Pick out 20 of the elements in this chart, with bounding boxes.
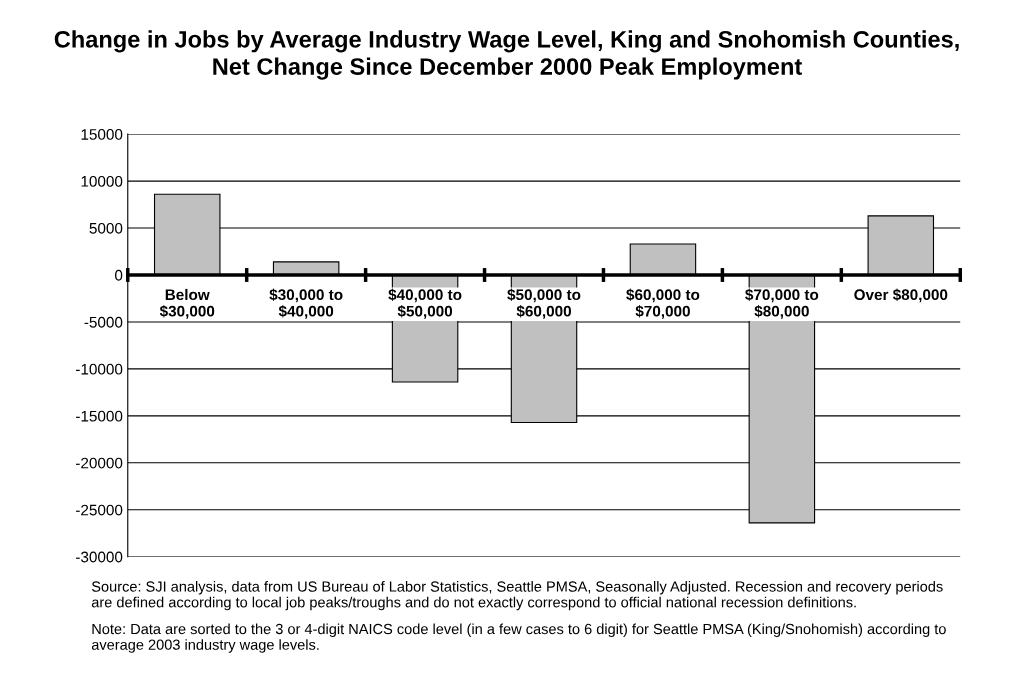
y-tick-label: 10000 xyxy=(81,175,123,187)
x-tick-label: $40,000 to $50,000 xyxy=(388,288,462,319)
y-tick-label: -15000 xyxy=(76,410,123,422)
y-tick-label: -5000 xyxy=(84,316,123,328)
y-tick-label: -10000 xyxy=(76,363,123,375)
source-note: Source: SJI analysis, data from US Bureau of Labor Statistics, Seattle PMSA, Seasonally Adjusted. Recession and recovery periods are defined according to local job peaks/troughs and do not exactly correspond to official national recession definitions. xyxy=(91,580,943,611)
y-tick-label: -30000 xyxy=(76,551,123,563)
x-tick-label: $50,000 to $60,000 xyxy=(507,288,581,319)
y-tick-label: -20000 xyxy=(76,457,123,469)
x-tick-label: Below $30,000 xyxy=(159,288,215,319)
y-tick-label: -25000 xyxy=(76,504,123,516)
x-tick-label: $70,000 to $80,000 xyxy=(745,288,819,319)
y-tick-label: 5000 xyxy=(89,222,123,234)
text: Note: Data are sorted to the 3 or 4-digit NAICS code level (in a few cases to 6 digit) for Seattle PMSA (King/Snohomish) according to average 2003 industry wage levels. xyxy=(91,623,946,653)
x-tick-label: $30,000 to $40,000 xyxy=(269,288,343,319)
x-tick-label: Over $80,000 xyxy=(854,288,948,303)
y-tick-label: 0 xyxy=(115,269,123,281)
x-tick-label: $60,000 to $70,000 xyxy=(626,288,700,319)
y-tick-label: 15000 xyxy=(81,128,123,140)
chart-title: Change in Jobs by Average Industry Wage Level, King and Snohomish Counties, Net Change Since December 2000 Peak Employment xyxy=(54,30,959,80)
